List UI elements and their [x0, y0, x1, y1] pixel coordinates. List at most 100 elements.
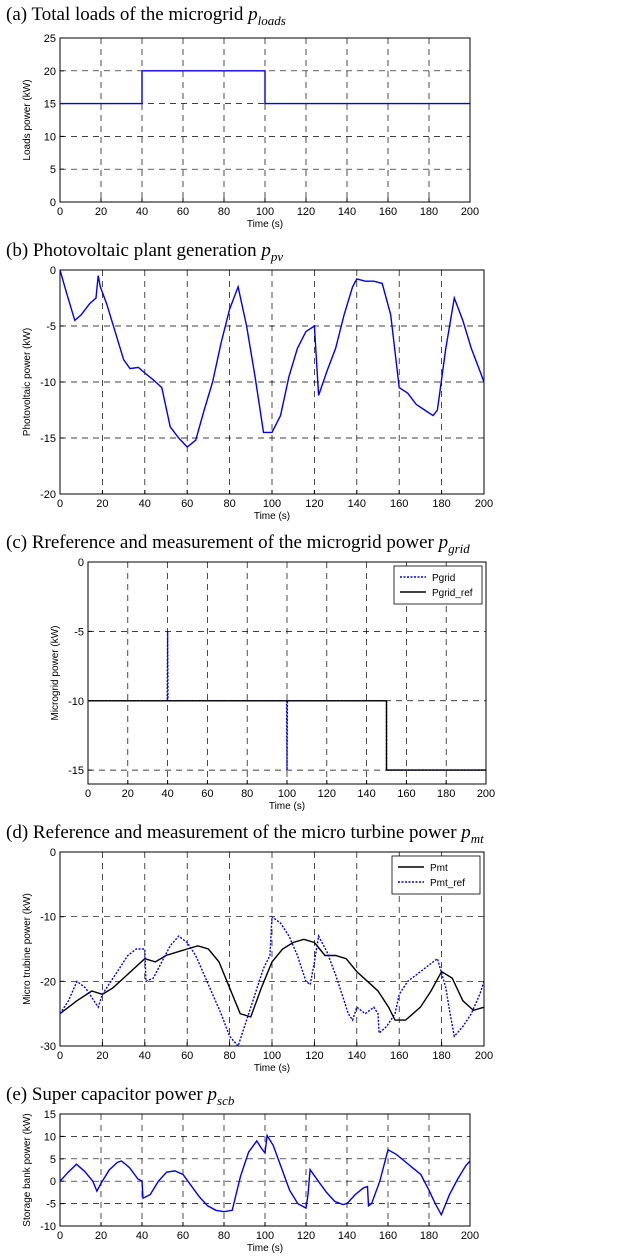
chart-a: 0 20 40 60 80 100 120 140 160 180 200 0 5 10 15 20 25 Tim… [22, 33, 479, 230]
x-tick-label: 80 [223, 498, 235, 510]
x-tick-label: 200 [477, 788, 495, 800]
x-tick-label: 20 [95, 1230, 107, 1242]
x-tick-label: 0 [57, 1230, 63, 1242]
y-tick-label: 20 [44, 66, 56, 78]
x-tick-label: 40 [136, 1230, 148, 1242]
x-tick-label: 200 [475, 498, 493, 510]
x-tick-label: 60 [181, 498, 193, 510]
x-tick-label: 160 [390, 1050, 408, 1062]
y-tick-label: -20 [40, 976, 56, 988]
x-tick-label: 40 [139, 498, 151, 510]
panel-e-title: (e) Super capacitor power pscb [6, 1084, 235, 1108]
x-tick-label: 80 [218, 206, 230, 218]
x-tick-label: 100 [263, 1050, 281, 1062]
x-tick-label: 160 [397, 788, 415, 800]
y-tick-label: -15 [68, 765, 84, 777]
panel-a: (a) Total loads of the microgrid ploads … [0, 4, 630, 240]
series-line-0 [59, 269, 485, 448]
legend-label: Pmt [430, 863, 448, 874]
x-tick-label: 140 [348, 1050, 366, 1062]
x-tick-label: 60 [181, 1050, 193, 1062]
y-tick-label: -10 [40, 912, 56, 924]
x-tick-label: 100 [278, 788, 296, 800]
y-tick-label: 10 [44, 1131, 56, 1143]
y-tick-label: 15 [44, 1109, 56, 1121]
x-tick-label: 200 [475, 1050, 493, 1062]
legend-label: Pgrid_ref [432, 588, 473, 599]
legend-box [393, 565, 483, 605]
series-line-pgrid [88, 631, 486, 771]
y-tick-label: -30 [40, 1041, 56, 1053]
x-tick-label: 100 [256, 1230, 274, 1242]
panel-e: (e) Super capacitor power pscb [0, 1084, 630, 1194]
x-tick-label: 140 [348, 498, 366, 510]
x-tick-label: 0 [85, 788, 91, 800]
y-tick-label: 0 [50, 1176, 56, 1188]
x-tick-label: 80 [241, 788, 253, 800]
x-axis-label: Time (s) [269, 801, 305, 812]
series-line-pmt [59, 938, 485, 1021]
x-tick-label: 20 [122, 788, 134, 800]
y-tick-label: 0 [50, 265, 56, 277]
x-tick-label: 180 [420, 1230, 438, 1242]
x-tick-label: 180 [432, 1050, 450, 1062]
x-tick-label: 0 [57, 206, 63, 218]
x-axis-label: Time (s) [247, 219, 283, 230]
x-tick-label: 80 [223, 1050, 235, 1062]
y-axis-label: Photovoltaic power (kW) [22, 328, 33, 436]
panel-c-title: (c) Rreference and measurement of the mi… [6, 532, 470, 556]
series-line-0 [59, 1133, 471, 1217]
panel-a-title: (a) Total loads of the microgrid ploads [6, 4, 286, 28]
x-tick-label: 40 [136, 206, 148, 218]
y-tick-label: -10 [68, 696, 84, 708]
x-tick-label: 180 [437, 788, 455, 800]
series-line-pmt-ref [59, 915, 485, 1048]
x-tick-label: 20 [95, 206, 107, 218]
x-tick-label: 140 [357, 788, 375, 800]
series-line-0 [60, 70, 470, 105]
y-tick-label: -5 [74, 626, 84, 638]
x-tick-label: 180 [420, 206, 438, 218]
chart-e: 0 20 40 60 80 100 120 140 160 180 200 -10 -5 0 5 10 15 Ti… [22, 1109, 479, 1254]
x-tick-label: 160 [390, 498, 408, 510]
legend-label: Pgrid [432, 573, 455, 584]
legend-box [391, 855, 481, 895]
x-tick-label: 120 [305, 1050, 323, 1062]
x-tick-label: 120 [305, 498, 323, 510]
chart-d: 0 20 40 60 80 100 120 140 160 180 200 -30 -20 -10 0 Tim… [22, 847, 493, 1074]
x-tick-label: 60 [201, 788, 213, 800]
y-axis-label: Micro trubine power (kW) [22, 893, 33, 1005]
y-tick-label: 0 [50, 197, 56, 209]
y-tick-label: -15 [40, 433, 56, 445]
x-tick-label: 20 [96, 1050, 108, 1062]
y-tick-label: 5 [50, 1154, 56, 1166]
chart-c: 0 20 40 60 80 100 120 140 160 180 200 -15 -10 -5 0 Time… [50, 557, 495, 812]
x-tick-label: 140 [338, 206, 356, 218]
series-line-pgrid-ref [88, 700, 486, 771]
chart-b: 0 20 40 60 80 100 120 140 160 180 200 -20 -15 -10 -5 0 T… [22, 265, 493, 522]
x-tick-label: 160 [379, 206, 397, 218]
y-tick-label: -5 [46, 1199, 56, 1211]
x-axis-label: Time (s) [247, 1243, 283, 1254]
x-axis-label: Time (s) [254, 511, 290, 522]
x-tick-label: 60 [177, 1230, 189, 1242]
y-axis-label: Microgrid power (kW) [50, 625, 61, 720]
panel-b-title: (b) Photovoltaic plant generation ppv [6, 240, 284, 264]
x-tick-label: 60 [177, 206, 189, 218]
x-axis-label: Time (s) [254, 1063, 290, 1074]
x-tick-label: 100 [256, 206, 274, 218]
x-tick-label: 40 [161, 788, 173, 800]
y-tick-label: 5 [50, 164, 56, 176]
x-tick-label: 40 [139, 1050, 151, 1062]
legend-label: Pmt_ref [430, 878, 465, 889]
y-axis-label: Loads power (kW) [22, 79, 33, 160]
y-tick-label: -5 [46, 321, 56, 333]
y-tick-label: 0 [50, 847, 56, 859]
x-tick-label: 180 [432, 498, 450, 510]
y-tick-label: -10 [40, 1221, 56, 1233]
panel-b: (b) Photovoltaic plant generation ppv 0 2… [0, 240, 630, 532]
y-tick-label: 25 [44, 33, 56, 45]
x-tick-label: 20 [96, 498, 108, 510]
x-tick-label: 120 [318, 788, 336, 800]
x-tick-label: 160 [379, 1230, 397, 1242]
